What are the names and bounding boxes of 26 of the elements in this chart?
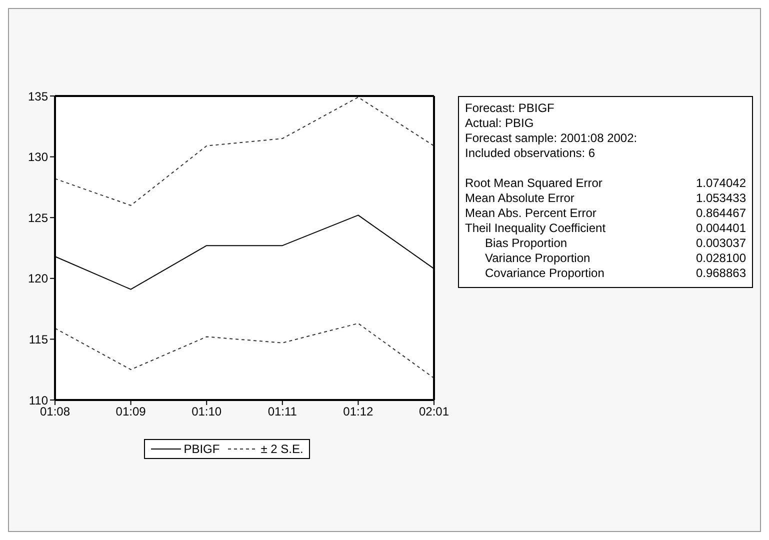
text: Forecast sample: 2001:08 2002: [465,131,638,146]
x-tick-label: 01:11 [268,404,298,419]
text: Root Mean Squared Error 1.074042 [465,176,746,190]
text: Variance Proportion 0.028100 [485,251,746,265]
y-tick-label: 125 [28,210,48,225]
text: Actual: PBIG [465,116,535,131]
y-tick-label: 110 [28,393,48,408]
text: Forecast: PBIGF [465,101,556,116]
x-tick-label: 01:08 [40,404,70,419]
y-tick-label: 115 [28,332,48,346]
text: Mean Absolute Error 1.053433 [465,191,746,205]
text: Covariance Proportion 0.968863 [485,266,746,280]
text: Bias Proportion 0.003037 [485,236,746,250]
y-tick-label: 120 [28,272,48,286]
x-tick-label: 01:09 [116,404,146,419]
line-series [54,322,434,379]
legend-label: PBIGF [184,442,220,456]
text: Theil Inequality Coefficient 0.004401 [465,221,746,235]
text: Included observations: 6 [465,146,596,161]
text: Mean Abs. Percent Error 0.864467 [465,206,746,220]
y-tick-label: 135 [28,89,48,104]
legend-label: ± 2 S.E. [260,442,304,456]
x-tick-label: 01:12 [343,404,374,419]
x-tick-label: 02:01 [418,404,450,419]
x-tick-label: 01:10 [192,404,222,419]
y-tick-label: 130 [28,150,48,164]
